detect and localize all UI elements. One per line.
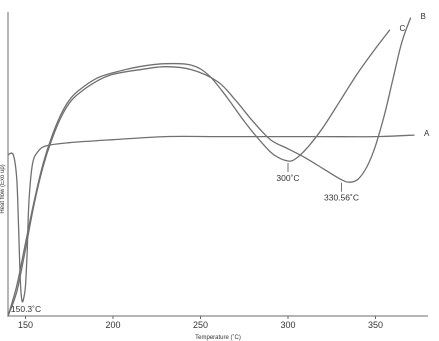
curve-c-label: C [400, 24, 406, 33]
peak-annotations: 150.3˚C 300˚C 330.56˚C [11, 162, 359, 314]
curves [7, 17, 415, 317]
y-axis-title: Heat flow (Exo up) [0, 164, 6, 213]
annotation-label: 300˚C [276, 173, 299, 183]
curve-a-label: A [424, 129, 430, 138]
curve-labels: A B C [400, 12, 431, 138]
x-axis-ticks: 150 200 250 300 350 [18, 316, 383, 330]
curve-b-line [7, 17, 412, 317]
curve-c-line [7, 29, 391, 317]
curve-b-label: B [421, 12, 426, 21]
x-tick-label: 300 [280, 320, 295, 330]
axes [7, 12, 428, 317]
x-tick-label: 150 [18, 320, 33, 330]
annotation-label: 330.56˚C [324, 193, 359, 203]
x-tick-label: 350 [368, 320, 383, 330]
x-axis-title: Temperature (˚C) [195, 334, 241, 341]
annotation-label: 150.3˚C [11, 304, 41, 314]
x-tick-label: 200 [105, 320, 120, 330]
curve-a-line [7, 134, 415, 303]
x-tick-label: 250 [193, 320, 208, 330]
